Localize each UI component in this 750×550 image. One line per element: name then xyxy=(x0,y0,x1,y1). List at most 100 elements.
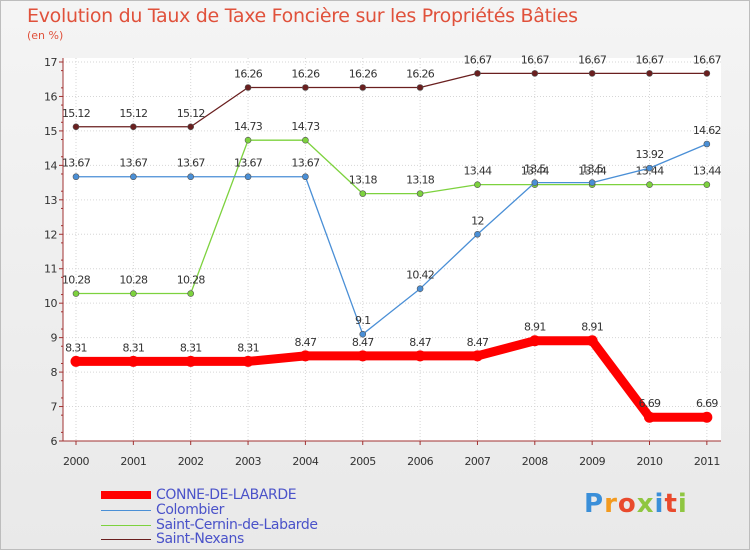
data-point xyxy=(242,355,254,367)
series-line-3 xyxy=(75,72,708,128)
legend-item-colombier: Colombier xyxy=(101,502,224,518)
data-label: 13.5 xyxy=(581,163,603,176)
data-point xyxy=(244,136,252,144)
data-point xyxy=(299,350,311,362)
logo-letter: r xyxy=(604,489,618,519)
data-label: 14.73 xyxy=(291,120,320,133)
legend-label: Saint-Cernin-de-Labarde xyxy=(156,517,318,533)
y-tick-label: 12 xyxy=(44,228,57,241)
legend-item-conne-de-labarde: CONNE-DE-LABARDE xyxy=(101,487,297,503)
x-tick-label: 2005 xyxy=(350,455,376,468)
data-point xyxy=(586,335,598,347)
legend-swatch xyxy=(101,524,151,526)
data-label: 14.62 xyxy=(693,124,721,137)
data-point xyxy=(302,136,309,144)
x-tick-label: 2001 xyxy=(120,455,146,468)
data-point xyxy=(416,84,424,91)
data-point xyxy=(646,181,653,188)
data-point xyxy=(187,123,194,131)
data-label: 16.26 xyxy=(291,67,320,80)
series-line-0 xyxy=(71,336,712,422)
series-line-1 xyxy=(75,143,708,335)
chart-title: Evolution du Taux de Taxe Foncière sur l… xyxy=(27,5,578,27)
data-label: 8.47 xyxy=(467,336,489,349)
data-label: 8.47 xyxy=(295,336,317,349)
chart-subtitle: (en %) xyxy=(27,29,64,42)
y-tick-label: 14 xyxy=(44,159,57,172)
data-point xyxy=(130,123,137,131)
data-point xyxy=(72,173,80,181)
data-point xyxy=(703,140,711,148)
data-label: 13.44 xyxy=(578,165,607,178)
logo-letter: x xyxy=(636,489,655,519)
y-tick-label: 6 xyxy=(51,435,58,448)
series-line-2 xyxy=(75,139,708,295)
data-point xyxy=(244,84,252,91)
data-point xyxy=(588,179,596,186)
y-tick-label: 16 xyxy=(44,90,57,103)
data-point xyxy=(703,181,711,188)
legend-label: Colombier xyxy=(156,502,224,518)
data-label: 15.12 xyxy=(119,107,147,120)
data-label: 16.67 xyxy=(693,53,722,66)
data-label: 16.26 xyxy=(406,67,435,80)
data-label: 8.31 xyxy=(180,341,202,354)
y-tick-label: 13 xyxy=(44,194,57,207)
plot-background xyxy=(63,58,721,441)
data-point xyxy=(471,350,483,362)
x-tick-label: 2007 xyxy=(464,455,490,468)
legend-swatch xyxy=(101,509,151,511)
logo-letter: P xyxy=(584,489,605,519)
data-point xyxy=(302,84,309,91)
data-label: 16.67 xyxy=(521,53,550,66)
x-tick-label: 2003 xyxy=(235,455,261,468)
x-tick-label: 2008 xyxy=(522,455,548,468)
data-point xyxy=(646,164,653,172)
data-label: 10.28 xyxy=(119,274,148,287)
data-point xyxy=(187,290,194,297)
data-label: 8.47 xyxy=(352,336,374,349)
y-tick-label: 15 xyxy=(44,125,57,138)
data-label: 13.92 xyxy=(636,148,664,161)
data-point xyxy=(474,181,481,188)
legend-label: Saint-Nexans xyxy=(156,531,244,547)
data-label: 13.67 xyxy=(291,157,320,170)
data-label: 10.28 xyxy=(62,274,91,287)
data-point xyxy=(70,355,82,367)
data-point xyxy=(130,173,137,181)
y-tick-label: 9 xyxy=(51,332,58,345)
data-point xyxy=(703,70,711,77)
data-label: 13.67 xyxy=(119,157,148,170)
data-label: 13.44 xyxy=(693,165,722,178)
y-tick-label: 10 xyxy=(44,297,57,310)
data-point xyxy=(529,335,541,347)
data-label: 13.44 xyxy=(463,165,492,178)
data-label: 13.67 xyxy=(62,157,91,170)
data-point xyxy=(416,190,424,197)
data-label: 16.67 xyxy=(463,53,492,66)
y-tick-label: 11 xyxy=(44,263,57,276)
data-label: 16.26 xyxy=(234,67,263,80)
x-tick-label: 2000 xyxy=(63,455,89,468)
data-label: 14.73 xyxy=(234,120,263,133)
data-label: 16.67 xyxy=(578,53,607,66)
logo-letter: o xyxy=(617,489,637,519)
data-label: 13.67 xyxy=(177,157,206,170)
x-tick-label: 2002 xyxy=(178,455,204,468)
data-label: 12 xyxy=(471,214,484,227)
data-point xyxy=(531,70,539,77)
data-point xyxy=(127,355,139,367)
data-label: 13.5 xyxy=(524,163,546,176)
data-label: 9.1 xyxy=(355,314,370,327)
data-point xyxy=(244,173,252,181)
data-label: 8.91 xyxy=(581,321,603,334)
data-label: 15.12 xyxy=(177,107,205,120)
data-label: 8.31 xyxy=(122,341,144,354)
data-label: 13.44 xyxy=(521,165,550,178)
logo-letter: t xyxy=(664,489,678,519)
data-point xyxy=(359,84,367,91)
data-label: 6.69 xyxy=(639,397,661,410)
data-point xyxy=(359,330,367,338)
